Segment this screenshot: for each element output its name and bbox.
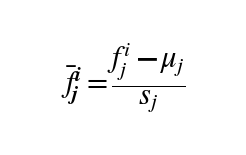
Text: $\boldsymbol{\bar{f}}_{\!\boldsymbol{j}}^{\boldsymbol{i}} = \dfrac{\boldsymbol{f: $\boldsymbol{\bar{f}}_{\!\boldsymbol{j}}… [61, 40, 185, 115]
